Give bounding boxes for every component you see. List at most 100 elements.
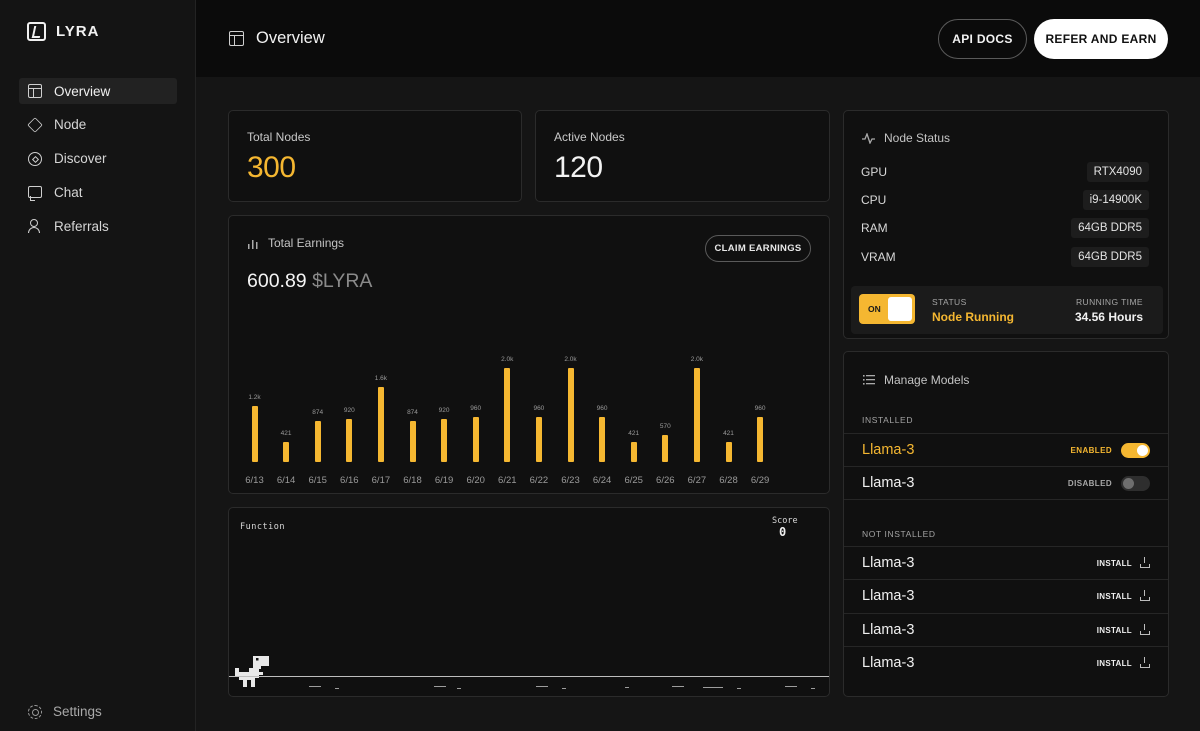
node-power-toggle[interactable]: ON xyxy=(859,294,915,324)
chart-x-tick-label: 6/16 xyxy=(340,475,359,486)
chart-bar xyxy=(346,418,353,462)
refer-and-earn-button[interactable]: REFER AND EARN xyxy=(1034,19,1168,59)
model-row-installed-2: Llama-3 DISABLED xyxy=(844,466,1168,499)
claim-earnings-button[interactable]: CLAIM EARNINGS xyxy=(705,235,811,262)
chart-bar xyxy=(409,420,416,462)
chart-x-tick-label: 6/17 xyxy=(371,475,391,486)
chart-data-label: 874 xyxy=(407,408,418,416)
chart-x-tick-label: 6/27 xyxy=(687,475,707,486)
sidebar-item-settings[interactable]: Settings xyxy=(28,704,102,719)
model-name: Llama-3 xyxy=(862,475,915,491)
toggle-on-label: ON xyxy=(868,304,881,314)
chart-x-tick-label: 6/18 xyxy=(403,475,422,486)
list-icon xyxy=(863,375,875,385)
layout-icon xyxy=(229,31,244,46)
ground-texture xyxy=(309,686,321,687)
download-icon[interactable] xyxy=(1140,590,1150,601)
model-state: ENABLED xyxy=(1070,446,1112,455)
install-button[interactable]: INSTALL xyxy=(1096,659,1132,668)
settings-label: Settings xyxy=(53,704,102,719)
sidebar-item-node[interactable]: Node xyxy=(19,112,177,138)
spec-label: VRAM xyxy=(861,250,896,264)
model-enable-toggle[interactable] xyxy=(1121,476,1150,491)
spec-value: RTX4090 xyxy=(1086,162,1149,182)
ground-texture xyxy=(434,686,446,687)
sidebar-item-label: Referrals xyxy=(54,218,109,234)
chart-x-tick-label: 6/23 xyxy=(561,475,580,486)
total-nodes-label: Total Nodes xyxy=(247,130,311,144)
chart-x-tick-label: 6/14 xyxy=(276,475,296,486)
score-label: Score xyxy=(772,516,798,526)
manage-models-title: Manage Models xyxy=(863,373,969,387)
model-name: Llama-3 xyxy=(862,655,915,671)
page-title-text: Overview xyxy=(256,29,325,47)
node-status-title: Node Status xyxy=(862,131,950,145)
ground-texture xyxy=(562,688,566,689)
chart-bar xyxy=(630,442,637,462)
toggle-knob xyxy=(888,297,912,321)
game-label: Function xyxy=(240,522,285,532)
model-row-installed-1: Llama-3 ENABLED xyxy=(844,433,1168,466)
download-icon[interactable] xyxy=(1140,657,1150,668)
spec-label: RAM xyxy=(861,221,888,235)
chart-data-label: 2.0k xyxy=(564,356,577,363)
node-status-title-text: Node Status xyxy=(884,131,951,145)
total-nodes-value: 300 xyxy=(247,151,296,184)
chart-x-tick-label: 6/29 xyxy=(750,475,770,486)
sidebar-item-overview[interactable]: Overview xyxy=(19,78,177,104)
chart-x-tick-label: 6/21 xyxy=(498,475,517,486)
chat-icon xyxy=(28,186,42,202)
sidebar-item-chat[interactable]: Chat xyxy=(19,179,177,205)
running-time-value: 34.56 Hours xyxy=(1074,310,1143,324)
chart-x-tick-label: 6/25 xyxy=(624,475,643,486)
bar-chart-icon xyxy=(248,239,258,249)
ground-texture xyxy=(625,687,629,688)
chart-bar xyxy=(599,416,606,462)
install-button[interactable]: INSTALL xyxy=(1096,626,1132,635)
chart-data-label: 920 xyxy=(438,406,450,414)
chart-data-label: 874 xyxy=(312,408,324,416)
chart-data-label: 570 xyxy=(659,423,671,431)
download-icon[interactable] xyxy=(1140,624,1150,635)
not-installed-section-label: NOT INSTALLED xyxy=(862,529,936,539)
chart-bar xyxy=(441,418,448,462)
compass-icon xyxy=(28,151,42,166)
ground-texture xyxy=(672,686,684,687)
download-icon[interactable] xyxy=(1140,557,1150,568)
earnings-amount: 600.89 $LYRA xyxy=(247,270,372,293)
dino-game-card[interactable]: Function Score 0 xyxy=(228,507,830,697)
model-row-available-1: Llama-3 INSTALL xyxy=(844,546,1168,579)
sidebar-item-label: Overview xyxy=(54,83,111,99)
chart-bar xyxy=(693,368,700,462)
ground-texture xyxy=(335,688,339,689)
page-title: Overview xyxy=(229,29,325,48)
active-nodes-value: 120 xyxy=(554,151,603,184)
install-button[interactable]: INSTALL xyxy=(1096,592,1132,601)
spec-value: 64GB DDR5 xyxy=(1071,218,1149,238)
chart-x-tick-label: 6/22 xyxy=(529,475,549,486)
dino-icon xyxy=(235,656,269,687)
sidebar-item-referrals[interactable]: Referrals xyxy=(19,213,177,239)
api-docs-button[interactable]: API DOCS xyxy=(938,19,1027,59)
chart-bar xyxy=(283,442,290,462)
chart-data-label: 421 xyxy=(628,430,640,438)
model-name: Llama-3 xyxy=(862,555,915,571)
installed-section-label: INSTALLED xyxy=(862,415,914,425)
install-button[interactable]: INSTALL xyxy=(1096,559,1132,568)
active-nodes-label: Active Nodes xyxy=(554,130,625,144)
spec-row-gpu: GPU RTX4090 xyxy=(861,162,1149,182)
brand[interactable]: LYRA xyxy=(27,22,99,41)
chart-data-label: 2.0k xyxy=(690,356,704,363)
status-value: Node Running xyxy=(932,310,1014,324)
node-status-panel: ON STATUS Node Running RUNNING TIME 34.5… xyxy=(851,286,1163,334)
chart-data-label: 960 xyxy=(470,404,482,412)
chart-x-tick-label: 6/26 xyxy=(656,475,675,486)
chart-bar xyxy=(662,435,669,462)
model-enable-toggle[interactable] xyxy=(1121,443,1150,458)
spec-label: CPU xyxy=(861,193,887,207)
chart-bar xyxy=(725,442,732,462)
status-label: STATUS xyxy=(932,297,967,307)
sidebar-item-discover[interactable]: Discover xyxy=(19,146,177,172)
chart-bar xyxy=(535,416,542,462)
model-name: Llama-3 xyxy=(862,442,915,458)
